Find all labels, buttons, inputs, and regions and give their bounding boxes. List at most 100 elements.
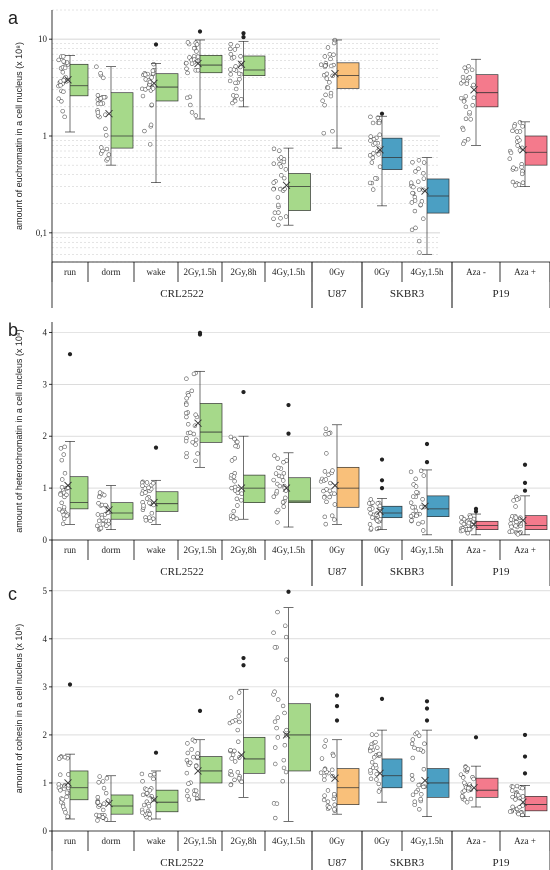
outlier-point: [153, 750, 159, 755]
category-label: 2Gy,1.5h: [184, 545, 217, 555]
data-point: [146, 85, 151, 91]
data-point: [59, 500, 64, 506]
data-point: [284, 657, 289, 662]
data-point: [508, 517, 514, 522]
data-point: [422, 741, 427, 746]
data-point: [276, 465, 281, 471]
data-point: [96, 501, 101, 506]
data-point: [466, 520, 472, 526]
mean-marker: [150, 498, 158, 507]
category-label: 0Gy: [374, 267, 390, 277]
data-point: [275, 715, 280, 720]
category-label: 0Gy: [329, 545, 345, 555]
data-point: [320, 98, 325, 103]
data-point: [237, 709, 242, 714]
data-point: [520, 124, 525, 129]
data-point: [513, 515, 518, 520]
data-point: [511, 498, 516, 503]
data-point: [323, 738, 328, 743]
mean-marker: [421, 502, 429, 511]
data-point: [328, 480, 333, 486]
panel-letter-b: b: [8, 320, 18, 340]
data-point: [95, 794, 100, 800]
data-point: [408, 180, 414, 185]
data-point: [236, 739, 241, 744]
data-point: [142, 128, 147, 134]
data-point: [56, 57, 61, 63]
data-point: [237, 719, 242, 725]
data-point: [58, 492, 63, 497]
mean-marker: [376, 507, 384, 516]
box-iqr: [288, 703, 311, 772]
data-point: [189, 110, 195, 115]
group-label: CRL2522: [160, 288, 203, 300]
data-point: [271, 494, 276, 499]
data-point: [235, 43, 240, 49]
category-label: wake: [147, 267, 166, 277]
data-point: [330, 468, 335, 473]
data-point: [95, 110, 101, 115]
mean-marker: [237, 60, 246, 69]
data-point: [412, 745, 417, 751]
mean-marker: [470, 85, 478, 94]
data-point: [518, 521, 523, 526]
y-tick-label: 0: [43, 535, 48, 545]
data-point: [367, 522, 373, 527]
data-point: [369, 760, 375, 765]
data-point: [284, 727, 289, 733]
data-point: [58, 788, 63, 793]
data-point: [233, 443, 238, 449]
category-label: Aza +: [514, 267, 536, 277]
mean-marker: [282, 181, 291, 190]
data-point: [272, 210, 278, 215]
data-point: [421, 784, 426, 790]
data-point: [100, 779, 106, 784]
data-point: [143, 490, 148, 495]
data-point: [417, 187, 422, 192]
mean-marker: [470, 783, 478, 792]
data-point: [326, 431, 332, 436]
data-point: [192, 739, 198, 744]
category-label: 2Gy,8h: [230, 545, 257, 555]
data-point: [413, 508, 419, 514]
data-point: [103, 790, 109, 796]
mean-marker: [519, 798, 527, 806]
mean-marker: [519, 145, 527, 154]
data-point: [412, 799, 417, 804]
data-point: [513, 523, 518, 528]
data-point: [370, 500, 375, 505]
data-point: [418, 796, 423, 802]
data-point: [275, 735, 280, 740]
data-point: [419, 504, 424, 510]
data-point: [273, 471, 279, 476]
data-point: [466, 64, 471, 69]
data-point: [332, 791, 337, 797]
data-point: [282, 710, 287, 716]
mean-marker: [237, 751, 246, 759]
box-iqr: [199, 756, 223, 784]
data-point: [272, 453, 277, 458]
category-label: 4Gy,1.5h: [272, 267, 305, 277]
data-point: [412, 198, 418, 203]
box-iqr: [199, 403, 223, 443]
data-point: [61, 59, 66, 64]
data-point: [416, 782, 421, 788]
data-point: [413, 225, 418, 231]
data-point: [327, 805, 332, 810]
data-point: [322, 773, 327, 779]
data-point: [95, 818, 100, 823]
data-point: [412, 208, 418, 214]
data-point: [144, 496, 150, 501]
data-point: [275, 456, 280, 461]
data-point: [62, 114, 67, 120]
box-iqr: [199, 55, 223, 74]
group-label: SKBR3: [390, 857, 425, 869]
box-iqr: [155, 789, 179, 813]
mean-marker: [105, 109, 113, 118]
data-point: [188, 760, 193, 765]
data-point: [104, 776, 110, 781]
mean-marker: [64, 779, 72, 787]
data-point: [318, 62, 324, 67]
mean-marker: [519, 516, 527, 525]
box-iqr: [69, 770, 89, 801]
